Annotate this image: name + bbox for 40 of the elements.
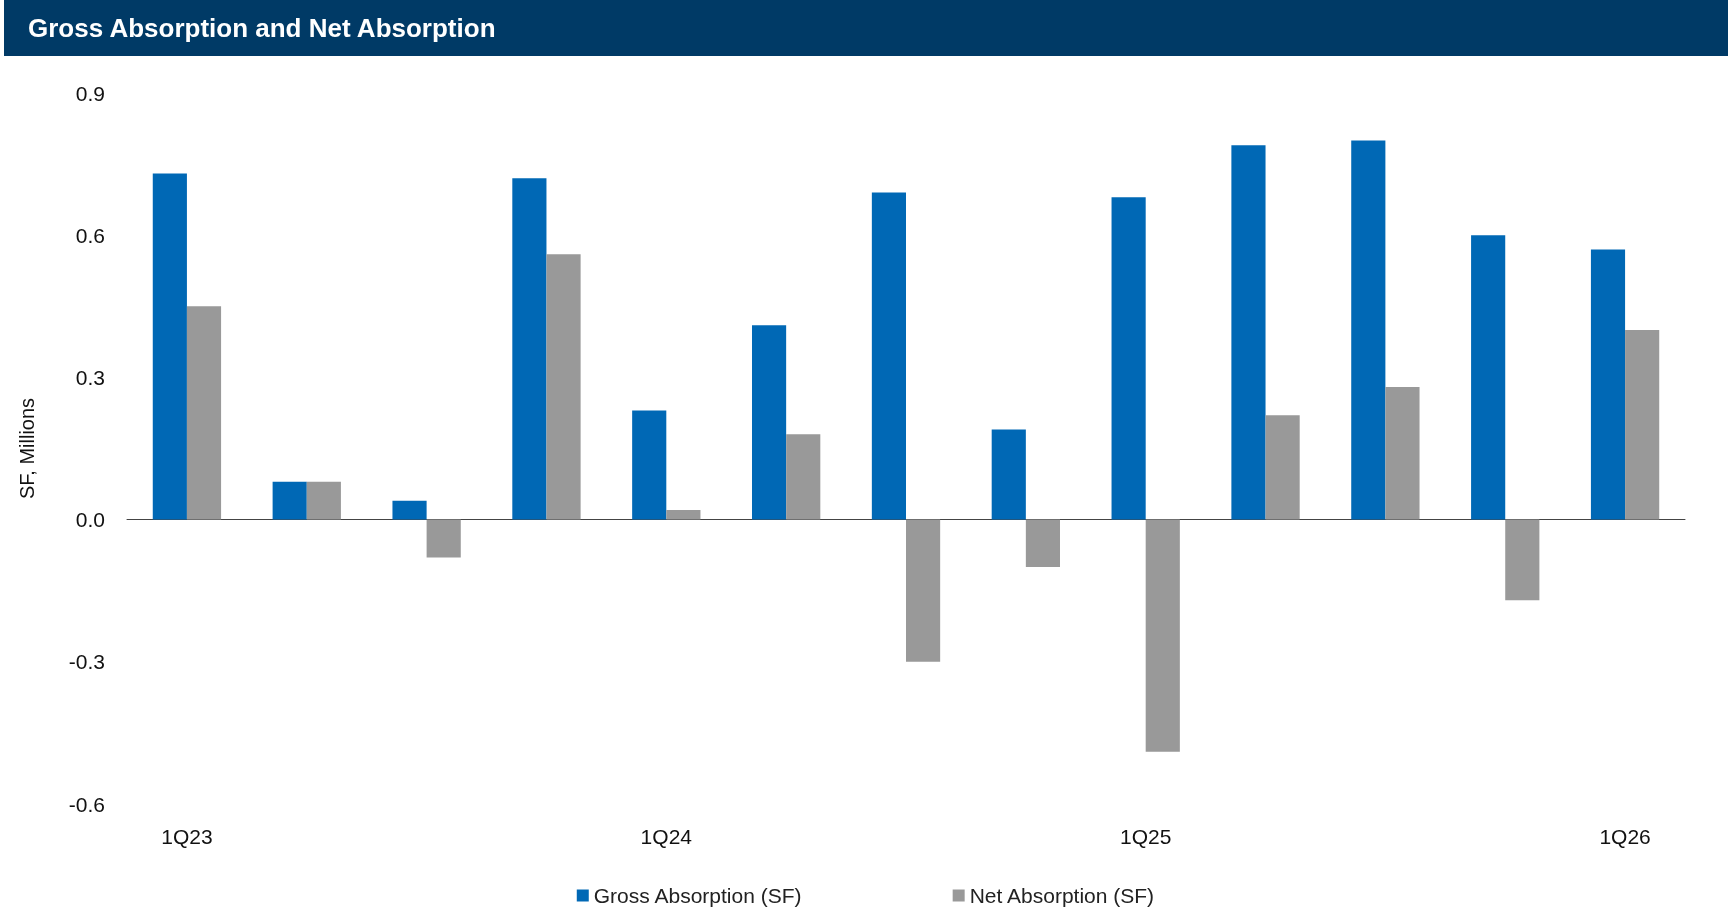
bar xyxy=(1505,519,1540,601)
bar xyxy=(1231,145,1266,520)
y-tick-label: -0.3 xyxy=(68,650,105,674)
bar xyxy=(272,481,307,520)
y-tick-label: 0.0 xyxy=(75,508,105,532)
x-tick-label: 1Q25 xyxy=(1120,825,1172,848)
bar xyxy=(666,510,701,520)
bar xyxy=(991,429,1026,520)
bar xyxy=(1265,415,1300,520)
legend-label: Net Absorption (SF) xyxy=(969,884,1155,907)
bar xyxy=(186,306,222,520)
bar xyxy=(1385,386,1420,520)
bar xyxy=(306,481,341,520)
bar xyxy=(906,519,941,662)
legend-label: Gross Absorption (SF) xyxy=(593,884,802,907)
bar xyxy=(1111,197,1146,520)
bar xyxy=(426,519,461,558)
x-tick-label: 1Q23 xyxy=(161,825,213,848)
bar xyxy=(1351,140,1386,520)
y-tick-label: 0.3 xyxy=(75,365,105,389)
bar xyxy=(546,254,581,520)
bar xyxy=(512,178,547,520)
bar xyxy=(1625,330,1660,520)
bar xyxy=(392,500,427,520)
x-tick-label: 1Q26 xyxy=(1599,825,1651,848)
bar xyxy=(1590,249,1626,520)
bar xyxy=(1471,235,1506,520)
bar xyxy=(871,192,906,520)
y-tick-label: 0.9 xyxy=(75,81,105,105)
y-axis-title: SF, Millions xyxy=(16,397,38,500)
bar xyxy=(752,325,787,520)
chart-title: Gross Absorption and Net Absorption xyxy=(4,0,1728,56)
y-tick-label: -0.6 xyxy=(68,792,105,816)
bar xyxy=(1145,519,1180,752)
x-tick-label: 1Q24 xyxy=(640,825,693,848)
bar xyxy=(152,173,187,520)
y-tick-label: 0.6 xyxy=(75,223,105,247)
bar xyxy=(1025,519,1060,567)
bar xyxy=(632,410,667,520)
bar xyxy=(786,434,821,520)
